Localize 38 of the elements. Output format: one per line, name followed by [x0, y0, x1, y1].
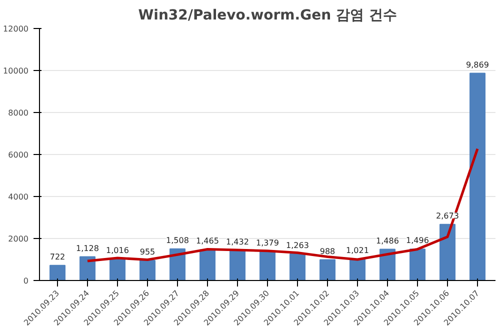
bar: [110, 258, 126, 280]
bar: [290, 253, 306, 280]
data-label: 1,432: [226, 237, 249, 246]
data-label: 988: [320, 246, 336, 256]
data-label: 955: [140, 247, 156, 256]
data-label: 1,021: [346, 246, 369, 256]
bar: [50, 264, 66, 280]
data-label: 1,508: [166, 236, 189, 245]
bar: [320, 259, 336, 280]
chart-title: Win32/Palevo.worm.Gen 감염 건수: [138, 8, 397, 24]
data-label: 1,496: [406, 236, 429, 246]
bar: [170, 248, 186, 280]
data-label: 722: [50, 252, 66, 262]
y-tick-label: 2000: [8, 234, 28, 244]
bar: [470, 72, 486, 280]
bar: [260, 251, 276, 280]
data-label: 1,263: [286, 240, 309, 250]
y-tick-label: 10000: [3, 66, 29, 76]
bar: [200, 249, 216, 280]
y-tick-label: 6000: [8, 150, 28, 160]
bar: [140, 260, 156, 280]
bar: [80, 256, 96, 280]
data-label: 1,379: [256, 238, 279, 248]
data-label: 1,128: [76, 244, 99, 253]
data-label: 2,673: [436, 211, 459, 220]
bar: [410, 248, 426, 280]
y-tick-label: 12000: [3, 24, 29, 34]
bar: [380, 248, 396, 280]
bar: [440, 224, 456, 280]
data-label: 1,016: [106, 246, 129, 256]
y-tick-label: 0: [23, 276, 29, 286]
bar: [230, 250, 246, 280]
data-label: 1,465: [196, 236, 219, 246]
data-label: 1,486: [376, 236, 399, 246]
bar: [350, 258, 366, 280]
data-label: 9,869: [466, 60, 489, 70]
y-tick-label: 4000: [8, 192, 28, 202]
y-tick-label: 8000: [8, 108, 28, 118]
